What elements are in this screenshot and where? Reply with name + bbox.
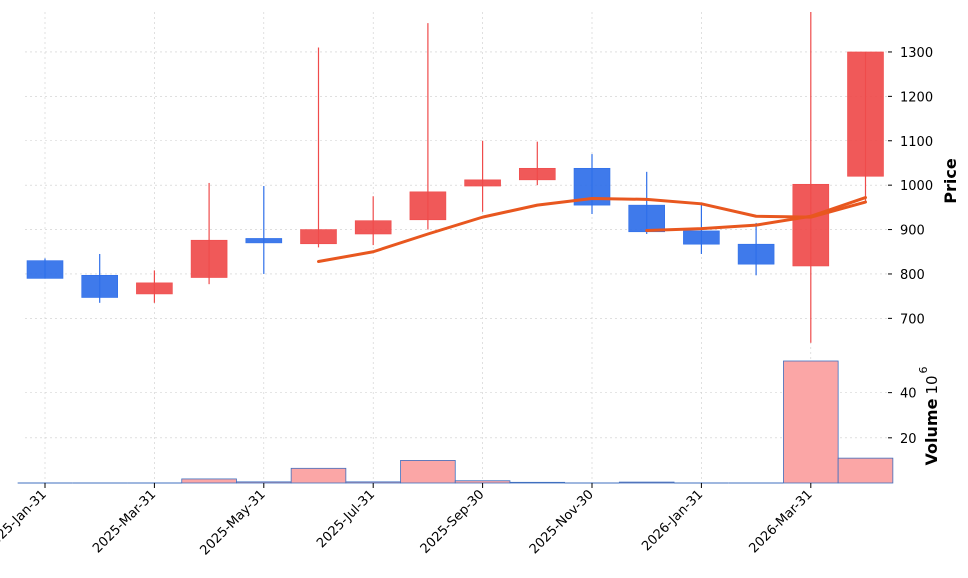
x-tick-label: 2026-Mar-31 xyxy=(747,487,816,556)
price-panel xyxy=(26,12,884,343)
price-tick-label: 1100 xyxy=(900,135,933,150)
price-tick-label: 800 xyxy=(900,268,925,283)
volume-panel xyxy=(17,360,894,484)
x-tick-label: 2025-Sep-30 xyxy=(418,487,488,557)
volume-bar xyxy=(509,481,566,484)
volume-tick-label: 20 xyxy=(900,432,917,447)
candle-body xyxy=(354,220,392,235)
candle-body xyxy=(409,191,447,221)
volume-bar xyxy=(837,457,894,484)
moving-average-layer xyxy=(317,196,867,264)
volume-bar xyxy=(454,480,511,484)
x-tick-label: 2025-Mar-31 xyxy=(90,487,159,556)
x-tick-label: 2025-Jul-31 xyxy=(314,487,378,551)
x-tick-label: 2025-May-31 xyxy=(197,487,268,558)
price-axis-title: Price xyxy=(941,158,960,204)
volume-bar xyxy=(400,460,456,484)
volume-multiplier-exponent: 6 xyxy=(917,367,930,374)
price-tick-label: 1000 xyxy=(900,179,933,194)
price-tick-label: 900 xyxy=(900,224,925,239)
candle-body xyxy=(300,229,337,245)
x-tick-label: 2025-Nov-30 xyxy=(527,487,597,557)
price-tick-label: 1300 xyxy=(900,46,933,61)
candle-body xyxy=(683,230,720,245)
candle-body xyxy=(518,167,556,181)
price-tick-label: 700 xyxy=(900,312,925,327)
volume-bar xyxy=(618,481,675,484)
moving-average-line xyxy=(317,196,867,264)
volume-bar xyxy=(345,481,401,484)
volume-axis-title: Volume xyxy=(922,398,941,465)
candle-body xyxy=(81,274,118,298)
x-tick-label: 2025-Jan-31 xyxy=(0,487,50,554)
candle-body xyxy=(464,179,501,187)
candle-body xyxy=(245,238,283,244)
moving-average-line xyxy=(645,196,867,232)
candle-body xyxy=(26,260,64,279)
volume-multiplier: 10 xyxy=(923,375,941,394)
x-tick-label: 2026-Jan-31 xyxy=(639,487,706,554)
candle-body xyxy=(847,51,884,177)
volume-tick-label: 40 xyxy=(900,387,917,402)
volume-bar xyxy=(181,478,237,484)
candle-body xyxy=(628,204,666,233)
candle-body xyxy=(190,239,228,278)
candle-body xyxy=(136,282,173,295)
volume-bar xyxy=(290,467,347,484)
candle-body xyxy=(737,243,775,265)
volume-bar xyxy=(783,360,839,484)
volume-bar xyxy=(236,481,292,484)
candle-body xyxy=(792,183,830,267)
price-tick-label: 1200 xyxy=(900,90,933,105)
